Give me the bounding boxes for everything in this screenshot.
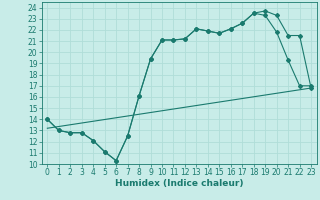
X-axis label: Humidex (Indice chaleur): Humidex (Indice chaleur) — [115, 179, 244, 188]
